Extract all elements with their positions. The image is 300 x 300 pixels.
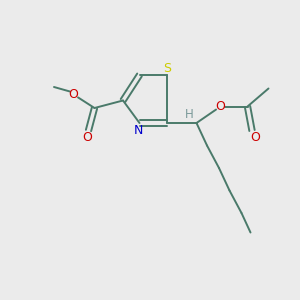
Text: O: O bbox=[250, 130, 260, 144]
Text: O: O bbox=[216, 100, 225, 113]
Text: N: N bbox=[134, 124, 144, 137]
Text: O: O bbox=[69, 88, 78, 101]
Text: O: O bbox=[82, 130, 92, 144]
Text: S: S bbox=[163, 62, 171, 75]
Text: H: H bbox=[185, 108, 194, 121]
